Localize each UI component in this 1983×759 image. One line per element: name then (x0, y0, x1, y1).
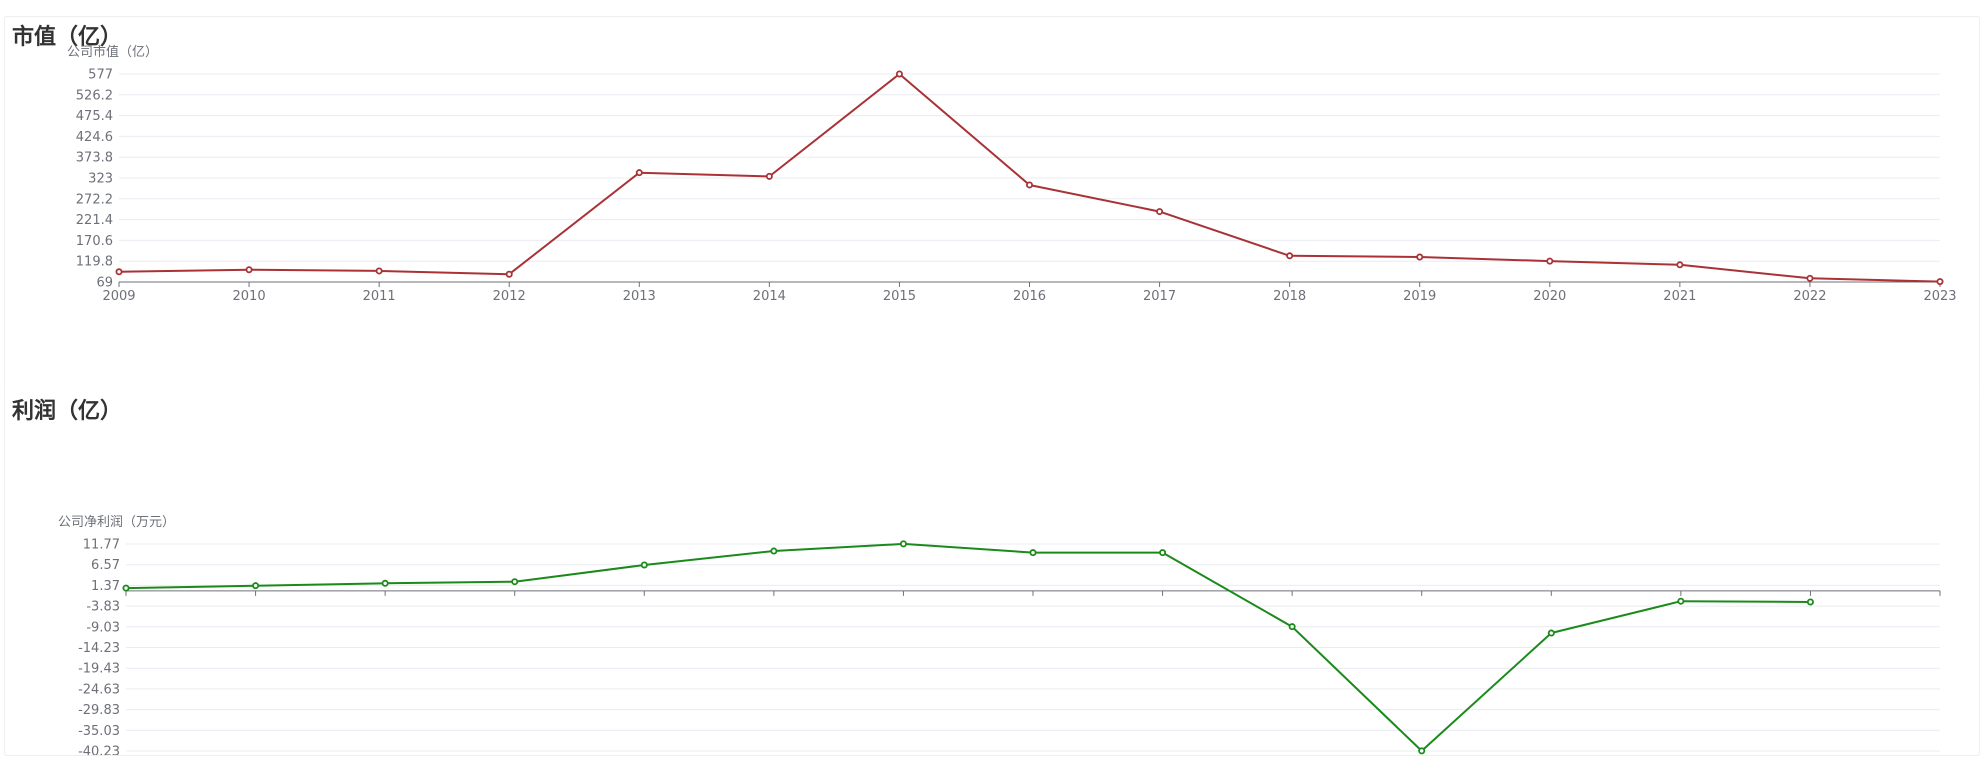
market-value-chart: 公司市值（亿） 69 119.8 170.6 221.4 272.2 323 373.8 424… (67, 44, 1957, 304)
profit-data-point[interactable] (1806, 598, 1814, 606)
mv-data-point[interactable] (375, 267, 383, 275)
market-value-chart-title: 市值（亿） (12, 25, 123, 50)
profit-data-point[interactable] (770, 547, 778, 555)
mv-x-tick-label: 2010 (233, 289, 266, 304)
mv-y-tick-label: 475.4 (76, 109, 113, 124)
profit-data-point[interactable] (1029, 549, 1037, 557)
profit-data-point[interactable] (1288, 623, 1296, 631)
mv-x-tick-label: 2012 (493, 289, 526, 304)
profit-data-point[interactable] (1159, 549, 1167, 557)
mv-data-point[interactable] (1546, 257, 1554, 265)
profit-series-line (125, 542, 1811, 752)
mv-x-tick-label: 2023 (1923, 289, 1956, 304)
mv-x-tick-label: 2021 (1663, 289, 1696, 304)
mv-data-point[interactable] (1156, 208, 1164, 216)
profit-y-tick-label: -24.63 (78, 682, 120, 697)
profit-chart-panel: 利润（亿） 公司净利润（万元） -40.23 -35.03 -29.83 -24.63 -… (4, 391, 1980, 756)
profit-data-point[interactable] (640, 561, 648, 569)
profit-data-point[interactable] (511, 578, 519, 586)
profit-y-tick-label: -19.43 (78, 662, 120, 677)
profit-data-point[interactable] (252, 582, 260, 590)
profit-data-point[interactable] (899, 540, 907, 548)
mv-data-point[interactable] (245, 266, 253, 274)
profit-y-tick-label: -3.83 (86, 600, 120, 615)
profit-data-point[interactable] (1547, 629, 1555, 637)
profit-y-tick-label: 11.77 (83, 538, 120, 553)
mv-data-point[interactable] (1026, 181, 1034, 189)
mv-y-tick-label: 373.8 (76, 151, 113, 166)
mv-x-tick-label: 2020 (1533, 289, 1566, 304)
profit-y-tick-label: -35.03 (78, 724, 120, 739)
mv-y-tick-label: 170.6 (76, 234, 113, 249)
mv-y-axis-label: 公司市值（亿） (67, 44, 158, 60)
profit-data-point[interactable] (1677, 597, 1685, 605)
profit-data-point[interactable] (122, 584, 130, 592)
mv-x-tick-label: 2017 (1143, 289, 1176, 304)
mv-data-point[interactable] (1286, 252, 1294, 260)
mv-x-tick-label: 2019 (1403, 289, 1436, 304)
mv-y-tick-label: 69 (96, 276, 113, 291)
mv-y-tick-label: 577 (88, 68, 113, 83)
mv-y-tick-label: 424.6 (76, 130, 113, 145)
profit-y-tick-label: 1.37 (91, 579, 120, 594)
mv-data-point[interactable] (765, 172, 773, 180)
profit-chart-title: 利润（亿） (12, 399, 123, 424)
mv-y-tick-label: 323 (88, 172, 113, 187)
profit-y-tick-label: -40.23 (78, 745, 120, 756)
profit-y-axis-label: 公司净利润（万元） (58, 515, 175, 530)
mv-x-tick-label: 2018 (1273, 289, 1306, 304)
mv-data-point[interactable] (1806, 274, 1814, 282)
mv-data-point[interactable] (895, 70, 903, 78)
profit-y-tick-label: -29.83 (78, 703, 120, 718)
mv-x-tick-label: 2022 (1793, 289, 1826, 304)
mv-data-point[interactable] (1416, 253, 1424, 261)
mv-y-tick-label: 221.4 (76, 213, 113, 228)
mv-x-tick-label: 2009 (102, 289, 135, 304)
mv-data-point[interactable] (505, 270, 513, 278)
mv-x-tick-label: 2011 (363, 289, 396, 304)
mv-x-tick-label: 2015 (883, 289, 916, 304)
profit-y-tick-label: -9.03 (86, 620, 120, 635)
mv-x-tick-label: 2016 (1013, 289, 1046, 304)
mv-data-point[interactable] (1936, 278, 1944, 286)
profit-chart: 公司净利润（万元） -40.23 -35.03 -29.83 -24.63 -19.43 -… (58, 515, 1941, 756)
profit-data-point[interactable] (1418, 747, 1426, 755)
profit-y-tick-label: -14.23 (78, 641, 120, 656)
profit-y-tick-label: 6.57 (91, 558, 120, 573)
mv-y-tick-label: 272.2 (76, 192, 113, 207)
mv-x-tick-label: 2013 (623, 289, 656, 304)
mv-x-tick-label: 2014 (753, 289, 786, 304)
mv-data-point[interactable] (635, 169, 643, 177)
profit-data-point[interactable] (381, 579, 389, 587)
mv-y-tick-label: 119.8 (76, 255, 113, 270)
market-value-chart-panel: 市值（亿） 公司市值（亿） 69 119.8 170.6 221.4 272.2 323 37… (4, 16, 1980, 393)
mv-data-point[interactable] (115, 268, 123, 276)
mv-y-tick-label: 526.2 (76, 88, 113, 103)
mv-data-point[interactable] (1676, 261, 1684, 269)
